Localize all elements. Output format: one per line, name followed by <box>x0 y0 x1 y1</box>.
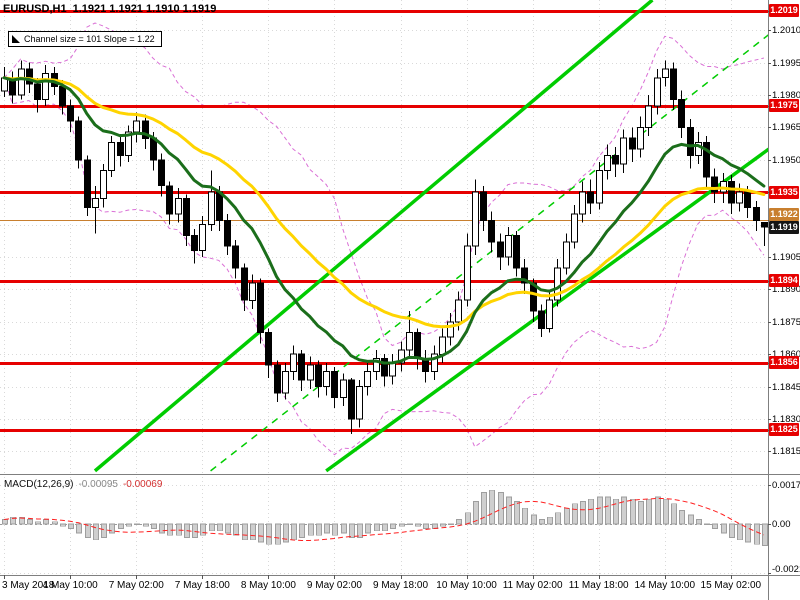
price-level-badge[interactable]: 1.1922 <box>769 207 799 221</box>
price-level-badge[interactable]: 1.1894 <box>769 274 799 288</box>
price-tick-label: 1.1860 <box>772 349 800 361</box>
ma-green <box>2 76 766 365</box>
channel-info-label: Channel size = 101 Slope = 1.22 <box>24 34 155 44</box>
time-axis-label: 11 May 02:00 <box>502 580 563 591</box>
macd-indicator-label: MACD(12,26,9) -0.00095 -0.00069 <box>4 479 162 491</box>
channel-info-box[interactable]: Channel size = 101 Slope = 1.22 <box>8 31 162 47</box>
time-axis-label: 7 May 02:00 <box>108 580 164 591</box>
chart-header: EURUSD,H1 1.1921 1.1921 1.1910 1.1919 <box>3 2 216 16</box>
price-tick-label: 1.1815 <box>772 446 800 458</box>
price-tick-label: 1.1890 <box>772 284 800 296</box>
price-level-badge[interactable]: 1.1825 <box>769 423 799 437</box>
macd-scale-label: -0.00218 <box>772 564 800 575</box>
price-tick-label: 1.1995 <box>772 57 800 69</box>
price-tick-label: 1.2010 <box>772 25 800 37</box>
price-level-badge[interactable]: 1.1856 <box>769 356 799 370</box>
macd-signal-line <box>4 498 765 541</box>
price-level-badge[interactable]: 1.1935 <box>769 185 799 199</box>
price-level-badge[interactable]: 1.2019 <box>769 4 799 18</box>
price-tick-label: 1.1980 <box>772 90 800 102</box>
time-axis-label: 7 May 18:00 <box>174 580 230 591</box>
current-price-badge: 1.1919 <box>769 221 799 235</box>
ma-yellow <box>2 76 766 329</box>
macd-panel <box>0 485 768 574</box>
price-tick-label: 1.1830 <box>772 414 800 426</box>
macd-signal-value: -0.00069 <box>122 479 163 490</box>
time-axis-label: 9 May 18:00 <box>372 580 429 591</box>
time-axis-label: 10 May 10:00 <box>436 580 497 591</box>
price-tick-label: 1.1965 <box>772 122 800 134</box>
macd-scale-label: 0.00 <box>772 519 791 530</box>
price-tick-label: 1.1845 <box>772 381 800 393</box>
time-axis-label: 14 May 10:00 <box>634 580 696 591</box>
ohlc-values: 1.1921 1.1921 1.1910 1.1919 <box>72 3 217 15</box>
time-axis-label: 15 May 02:00 <box>700 580 762 591</box>
price-tick-label: 1.1950 <box>772 154 800 166</box>
price-level-badge[interactable]: 1.1975 <box>769 99 799 113</box>
channel-anchor-icon <box>12 35 20 43</box>
macd-histogram <box>2 489 768 546</box>
time-axis-label: 8 May 10:00 <box>240 580 296 591</box>
macd-name: MACD(12,26,9) <box>4 479 74 490</box>
time-axis-label: 11 May 18:00 <box>568 580 629 591</box>
price-tick-label: 1.1875 <box>772 316 800 328</box>
candles-layer <box>1 60 768 435</box>
time-axis-label: 4 May 10:00 <box>42 580 98 591</box>
time-axis-label: 3 May 2018 <box>2 580 55 591</box>
price-tick-label: 1.1905 <box>772 252 800 264</box>
symbol-timeframe-label: EURUSD,H1 <box>3 3 67 15</box>
time-axis-label: 9 May 02:00 <box>306 580 362 591</box>
macd-value: -0.00095 <box>78 479 118 490</box>
bollinger-bands <box>3 22 765 456</box>
macd-scale-label: 0.00173 <box>772 480 800 492</box>
